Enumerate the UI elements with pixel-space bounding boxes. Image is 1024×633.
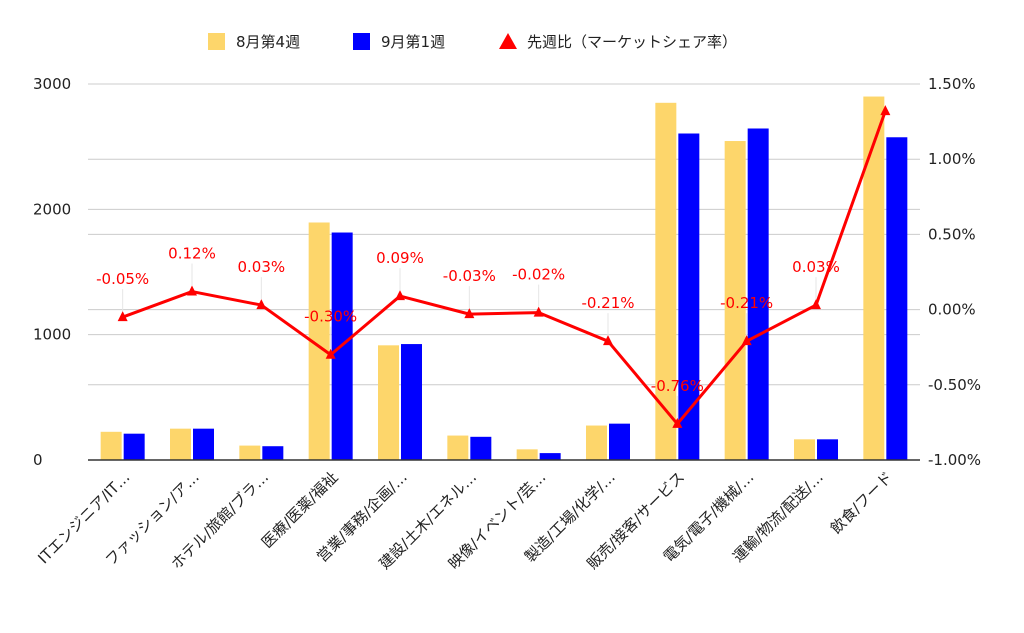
market-share-point	[533, 306, 544, 317]
data-label: 0.09%	[376, 249, 424, 267]
market-share-point	[395, 290, 405, 301]
left-tick-label: 0	[33, 451, 43, 469]
bar-aug-week4	[308, 222, 330, 460]
bar-aug-week4	[863, 96, 885, 461]
bar-sep-week1	[470, 436, 492, 460]
right-tick-label: 0.00%	[928, 301, 976, 319]
bars	[100, 96, 908, 461]
right-axis-ticks: -1.00% -0.50% 0.00% 0.50% 1.00% 1.50%	[928, 75, 981, 469]
data-label: -0.30%	[304, 308, 357, 326]
right-tick-label: -1.00%	[928, 451, 981, 469]
bar-sep-week1	[539, 453, 561, 460]
bar-sep-week1	[401, 344, 422, 460]
market-share-point	[811, 299, 821, 310]
data-label: -0.21%	[581, 294, 634, 312]
right-tick-label: -0.50%	[928, 376, 981, 394]
bar-sep-week1	[817, 439, 838, 460]
bar-sep-week1	[886, 137, 908, 460]
bar-aug-week4	[239, 445, 261, 460]
right-tick-label: 0.50%	[928, 225, 976, 243]
category-labels: ITエンジニア/IT…ファッション/ア…ホテル/旅館/ブラ…医療/医薬/福祉営業…	[34, 468, 896, 573]
market-share-point	[117, 311, 128, 322]
bar-aug-week4	[724, 141, 746, 460]
left-tick-label: 3000	[33, 75, 71, 93]
bar-aug-week4	[794, 439, 815, 460]
left-tick-label: 1000	[33, 326, 71, 344]
left-axis-ticks: 0 1000 2000 3000	[33, 75, 71, 469]
legend-label-sep-week1: 9月第1週	[381, 33, 445, 51]
market-share-point	[325, 348, 336, 359]
data-label: -0.76%	[651, 377, 704, 395]
right-tick-label: 1.50%	[928, 75, 976, 93]
market-share-polyline	[122, 110, 887, 426]
data-labels: -0.05%0.12%0.03%-0.30%0.09%-0.03% -0.02%-…	[96, 245, 840, 418]
bar-aug-week4	[170, 428, 191, 460]
bar-sep-week1	[678, 133, 700, 461]
bar-sep-week1	[747, 128, 769, 460]
left-tick-label: 2000	[33, 200, 71, 218]
market-share-point	[256, 299, 267, 310]
market-share-point	[187, 285, 197, 296]
data-label: -0.05%	[96, 270, 149, 288]
bar-aug-week4	[516, 449, 538, 460]
data-label: 0.03%	[792, 258, 840, 276]
market-share-point	[672, 417, 683, 428]
right-tick-label: 1.00%	[928, 150, 976, 168]
market-share-point	[741, 335, 752, 346]
market-share-point	[880, 105, 891, 116]
bar-aug-week4	[655, 102, 677, 461]
bar-sep-week1	[609, 423, 630, 460]
legend-swatch-sep-week1	[353, 33, 370, 50]
market-share-point	[464, 308, 475, 319]
market-share-line	[117, 105, 891, 428]
data-label: 0.03%	[238, 258, 286, 276]
legend-label-market-share: 先週比（マーケットシェア率）	[527, 33, 737, 51]
bar-sep-week1	[193, 428, 214, 460]
legend-marker-market-share	[499, 33, 517, 49]
bar-aug-week4	[586, 425, 607, 460]
data-label: -0.02%	[512, 266, 565, 284]
legend: 8月第4週 9月第1週 先週比（マーケットシェア率）	[208, 33, 737, 51]
data-label: 0.12%	[168, 245, 216, 263]
bar-aug-week4	[100, 431, 122, 460]
legend-label-aug-week4: 8月第4週	[236, 33, 300, 51]
bar-aug-week4	[447, 435, 469, 460]
data-label: -0.21%	[720, 294, 773, 312]
bar-aug-week4	[378, 345, 399, 460]
data-label: -0.03%	[443, 267, 496, 285]
market-share-point	[603, 335, 613, 346]
bar-sep-week1	[262, 446, 284, 460]
category-label: 飲食/フード	[827, 468, 896, 537]
legend-swatch-aug-week4	[208, 33, 225, 50]
bar-sep-week1	[123, 433, 145, 460]
